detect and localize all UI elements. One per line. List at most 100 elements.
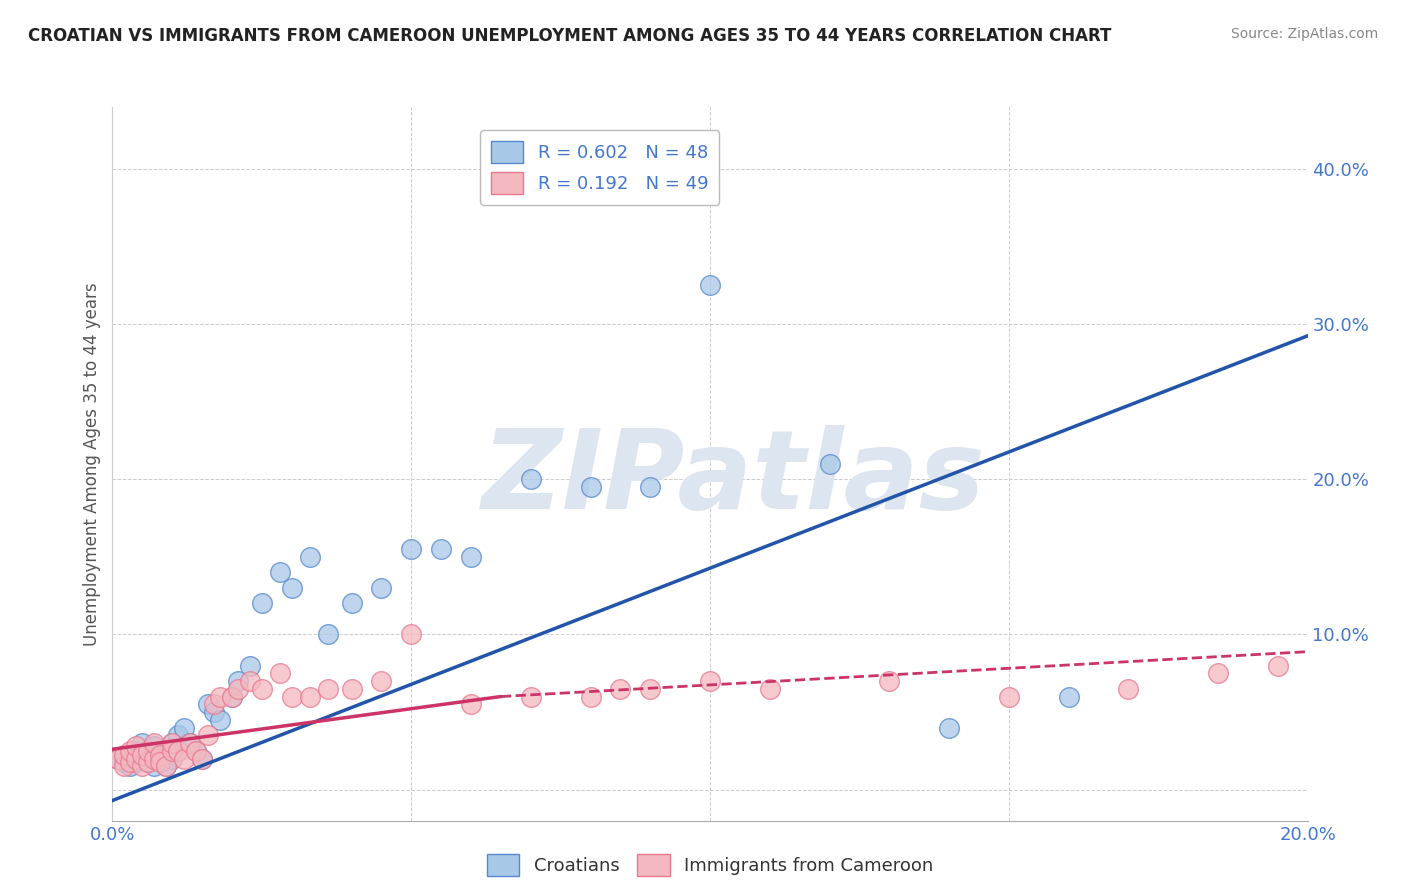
- Point: [120, 759, 142, 773]
- Point: [162, 736, 183, 750]
- Point: [759, 681, 782, 696]
- Point: [191, 751, 214, 765]
- Point: [370, 581, 392, 595]
- Point: [149, 744, 172, 758]
- Point: [186, 744, 208, 758]
- Point: [120, 748, 142, 763]
- Point: [125, 744, 148, 758]
- Point: [638, 681, 662, 696]
- Point: [131, 751, 153, 765]
- Point: [197, 698, 219, 712]
- Point: [316, 627, 339, 641]
- Text: Source: ZipAtlas.com: Source: ZipAtlas.com: [1230, 27, 1378, 41]
- Point: [162, 744, 183, 758]
- Point: [877, 673, 901, 688]
- Point: [162, 751, 183, 765]
- Point: [818, 457, 841, 471]
- Point: [239, 673, 262, 688]
- Point: [143, 751, 166, 765]
- Point: [143, 748, 166, 763]
- Point: [460, 698, 482, 712]
- Point: [298, 549, 321, 564]
- Y-axis label: Unemployment Among Ages 35 to 44 years: Unemployment Among Ages 35 to 44 years: [83, 282, 101, 646]
- Point: [107, 751, 129, 765]
- Point: [120, 744, 142, 758]
- Point: [340, 681, 363, 696]
- Point: [520, 472, 543, 486]
- Point: [579, 690, 602, 704]
- Point: [401, 542, 423, 557]
- Point: [202, 698, 225, 712]
- Point: [131, 748, 153, 763]
- Point: [699, 673, 721, 688]
- Text: CROATIAN VS IMMIGRANTS FROM CAMEROON UNEMPLOYMENT AMONG AGES 35 TO 44 YEARS CORR: CROATIAN VS IMMIGRANTS FROM CAMEROON UNE…: [28, 27, 1112, 45]
- Point: [143, 759, 166, 773]
- Point: [269, 666, 291, 681]
- Point: [226, 673, 249, 688]
- Point: [173, 721, 195, 735]
- Point: [120, 755, 142, 769]
- Point: [114, 755, 135, 769]
- Point: [239, 658, 262, 673]
- Point: [167, 728, 190, 742]
- Point: [131, 736, 153, 750]
- Point: [281, 581, 304, 595]
- Point: [699, 278, 721, 293]
- Point: [221, 690, 243, 704]
- Point: [226, 681, 249, 696]
- Point: [179, 736, 201, 750]
- Point: [155, 748, 177, 763]
- Point: [186, 744, 208, 758]
- Point: [138, 755, 160, 769]
- Point: [149, 755, 172, 769]
- Point: [460, 549, 482, 564]
- Point: [316, 681, 339, 696]
- Point: [149, 751, 172, 765]
- Point: [298, 690, 321, 704]
- Point: [269, 566, 291, 580]
- Point: [125, 751, 148, 765]
- Point: [401, 627, 423, 641]
- Point: [430, 542, 453, 557]
- Point: [938, 721, 960, 735]
- Point: [221, 690, 243, 704]
- Point: [125, 755, 148, 769]
- Point: [138, 744, 160, 758]
- Point: [131, 759, 153, 773]
- Point: [1206, 666, 1229, 681]
- Legend: Croatians, Immigrants from Cameroon: Croatians, Immigrants from Cameroon: [479, 847, 941, 883]
- Point: [173, 751, 195, 765]
- Point: [197, 728, 219, 742]
- Text: ZIPatlas: ZIPatlas: [482, 425, 986, 532]
- Point: [149, 748, 172, 763]
- Point: [998, 690, 1021, 704]
- Point: [638, 480, 662, 494]
- Point: [155, 759, 177, 773]
- Point: [191, 751, 214, 765]
- Point: [155, 759, 177, 773]
- Point: [179, 736, 201, 750]
- Point: [609, 681, 631, 696]
- Point: [138, 744, 160, 758]
- Point: [162, 736, 183, 750]
- Point: [281, 690, 304, 704]
- Point: [125, 739, 148, 754]
- Point: [1267, 658, 1289, 673]
- Point: [143, 739, 166, 754]
- Point: [208, 713, 231, 727]
- Point: [167, 744, 190, 758]
- Point: [107, 751, 129, 765]
- Point: [250, 597, 273, 611]
- Point: [114, 759, 135, 773]
- Point: [579, 480, 602, 494]
- Point: [138, 755, 160, 769]
- Point: [1057, 690, 1080, 704]
- Point: [370, 673, 392, 688]
- Point: [250, 681, 273, 696]
- Point: [143, 736, 166, 750]
- Point: [208, 690, 231, 704]
- Point: [167, 744, 190, 758]
- Point: [1118, 681, 1140, 696]
- Point: [114, 748, 135, 763]
- Point: [202, 705, 225, 719]
